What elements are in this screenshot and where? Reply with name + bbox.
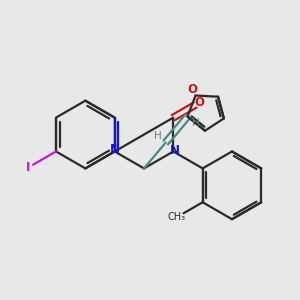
Text: N: N (170, 143, 180, 157)
Text: CH₃: CH₃ (167, 212, 185, 222)
Text: N: N (110, 142, 120, 156)
Text: I: I (26, 161, 31, 174)
Text: H: H (154, 131, 162, 141)
Text: O: O (195, 96, 205, 109)
Text: H: H (191, 118, 199, 128)
Text: O: O (187, 83, 197, 96)
